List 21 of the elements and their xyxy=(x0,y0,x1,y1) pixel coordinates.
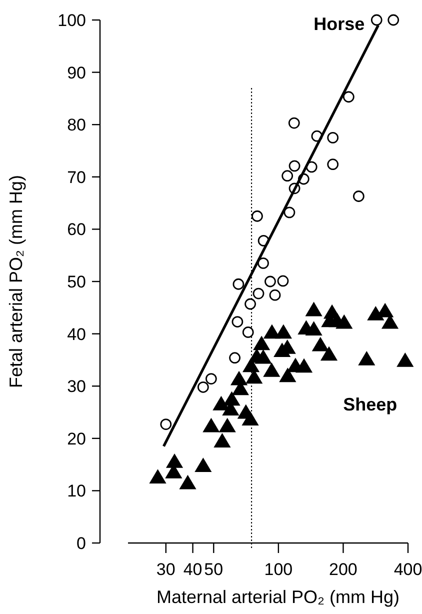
y-tick-label: 0 xyxy=(76,534,86,553)
x-tick-label: 50 xyxy=(204,560,224,579)
y-tick-label: 90 xyxy=(67,63,86,82)
y-tick-label: 30 xyxy=(67,377,86,396)
series-label: Sheep xyxy=(343,394,398,415)
y-tick-label: 50 xyxy=(67,272,86,292)
y-tick-label: 100 xyxy=(58,10,86,30)
y-tick-label: 80 xyxy=(67,116,86,135)
x-tick-label: 30 xyxy=(156,560,176,579)
x-tick-label: 400 xyxy=(394,560,422,579)
y-axis-title: Fetal arterial PO₂ (mm Hg) xyxy=(6,174,26,388)
y-tick-label: 60 xyxy=(67,220,86,240)
y-tick-label: 70 xyxy=(67,168,86,187)
x-tick-label: 40 xyxy=(183,560,202,579)
x-axis-title: Maternal arterial PO₂ (mm Hg) xyxy=(156,587,400,607)
y-tick-label: 40 xyxy=(67,324,86,344)
x-tick-label: 200 xyxy=(329,560,358,579)
x-tick-label: 100 xyxy=(264,560,293,579)
y-tick-label: 20 xyxy=(67,429,86,448)
y-tick-label: 10 xyxy=(67,482,86,501)
series-label: Horse xyxy=(314,14,365,34)
